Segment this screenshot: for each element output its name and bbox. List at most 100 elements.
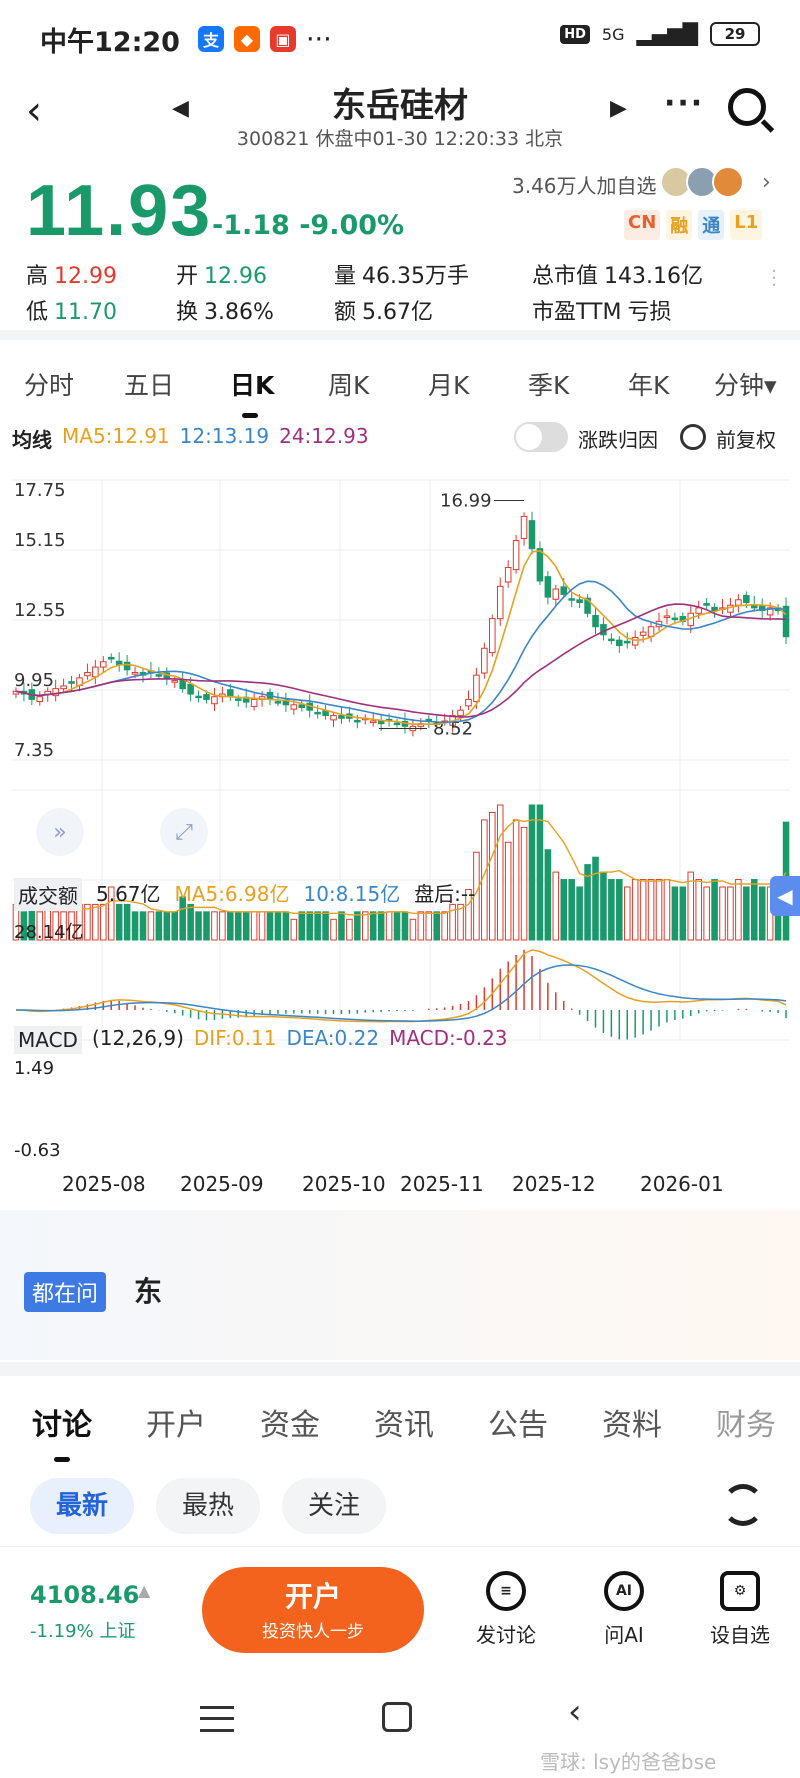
fast-forward-icon[interactable]: » — [36, 808, 84, 856]
title-bar: 东岳硅材 300821 休盘中01-30 12:20:33 北京 ‹ ◀ ▶ ·… — [0, 78, 800, 158]
volume-bar — [60, 911, 67, 941]
add-watchlist-button[interactable]: ⚙ 设自选 — [700, 1571, 780, 1648]
back-arrow-icon[interactable]: ‹ — [26, 88, 42, 134]
volume-bar — [647, 879, 655, 941]
volume-bar — [20, 911, 28, 941]
tab-discussion[interactable]: 讨论 — [32, 1400, 92, 1462]
macd-dif-line — [15, 949, 787, 1023]
tab-intraday[interactable]: 分时 — [24, 371, 75, 400]
candle-body — [560, 586, 568, 595]
tab-open-account[interactable]: 开户 — [146, 1408, 206, 1443]
volume-legend: 成交额 5.67亿 MA5:6.98亿 10:8.15亿 盘后:-- — [14, 878, 475, 911]
expand-panel-icon[interactable]: ◀ — [770, 876, 800, 916]
previous-stock-icon[interactable]: ◀ — [172, 96, 189, 121]
tab-monthly-k[interactable]: 月K — [428, 371, 470, 400]
candle-body — [195, 695, 202, 699]
tag-connect[interactable]: 通 — [698, 210, 725, 240]
follower-avatars[interactable] — [660, 166, 744, 198]
macd-legend: MACD (12,26,9) DIF:0.11 DEA:0.22 MACD:-0… — [14, 1026, 508, 1054]
menu-icon[interactable] — [200, 1706, 234, 1732]
candle-body — [250, 698, 258, 707]
ai-icon: AI — [604, 1571, 644, 1611]
candle-body — [504, 567, 512, 583]
attribution-toggle[interactable] — [514, 422, 568, 452]
volume-bar — [290, 918, 298, 941]
candle-body — [314, 711, 321, 715]
index-value[interactable]: 4108.46 — [30, 1581, 140, 1609]
volume-bar — [568, 879, 575, 941]
settings-icon[interactable] — [680, 424, 706, 450]
tab-weekly-k[interactable]: 周K — [328, 371, 370, 400]
candle-body — [68, 681, 75, 684]
high-stat: 高 12.99 — [26, 264, 117, 289]
volume-bar — [552, 871, 560, 941]
tab-news[interactable]: 资讯 — [374, 1408, 434, 1443]
volume-bar — [719, 886, 726, 941]
tab-minute-dropdown[interactable]: 分钟▾ — [714, 371, 777, 400]
post-discussion-button[interactable]: ≡ 发讨论 — [466, 1571, 546, 1648]
candle-body — [12, 690, 20, 695]
open-account-button[interactable]: 开户 投资快人一步 — [202, 1567, 424, 1653]
candle-body — [695, 607, 702, 614]
tag-margin[interactable]: 融 — [666, 210, 693, 240]
filter-following[interactable]: 关注 — [282, 1478, 387, 1534]
back-icon[interactable]: ‹ — [568, 1692, 582, 1732]
candle-body — [100, 661, 107, 668]
volume-bar — [631, 879, 639, 941]
followers-count[interactable]: 3.46万人加自选 — [512, 174, 657, 198]
volume-bar — [346, 918, 353, 941]
adjust-label[interactable]: 前复权 — [716, 428, 776, 452]
home-icon[interactable] — [382, 1702, 412, 1732]
volume-bar — [306, 911, 313, 941]
tab-profile[interactable]: 资料 — [602, 1408, 662, 1443]
candle-body — [227, 689, 234, 698]
volume-bar — [250, 911, 258, 941]
low-stat: 低 11.70 — [26, 300, 117, 325]
candle-body — [290, 704, 298, 710]
ask-question[interactable]: 东 — [134, 1275, 163, 1308]
tab-daily-k[interactable]: 日K — [230, 366, 274, 418]
tab-quarterly-k[interactable]: 季K — [528, 371, 570, 400]
candle-body — [115, 660, 123, 665]
stock-tags: CN 融 通 L1 — [624, 210, 763, 240]
volume-bar — [274, 911, 282, 941]
tag-l1[interactable]: L1 — [730, 210, 763, 240]
volume-bar — [623, 886, 631, 941]
tab-announcements[interactable]: 公告 — [488, 1408, 548, 1443]
volume-bar — [131, 911, 139, 941]
tag-cn[interactable]: CN — [624, 210, 661, 240]
search-icon[interactable] — [728, 88, 766, 126]
tab-funds[interactable]: 资金 — [260, 1408, 320, 1443]
volume-bar — [107, 886, 115, 941]
next-stock-icon[interactable]: ▶ — [610, 96, 627, 121]
ask-ai-button[interactable]: AI 问AI — [584, 1571, 664, 1648]
candle-body — [520, 515, 528, 539]
candle-body — [544, 576, 552, 598]
index-change[interactable]: -1.19% 上证 — [30, 1621, 136, 1642]
battery-icon: 29 — [710, 22, 760, 46]
tab-yearly-k[interactable]: 年K — [628, 371, 670, 400]
candle-body — [211, 696, 218, 705]
expand-dots-icon[interactable]: ⋮ — [764, 265, 784, 289]
volume-bar — [544, 849, 552, 941]
chevron-right-icon[interactable]: › — [762, 170, 771, 195]
tab-financials[interactable]: 财务 — [716, 1408, 776, 1443]
volume-bar — [298, 911, 306, 941]
alipay-icon: 支 — [197, 26, 224, 52]
volume-bar — [687, 871, 695, 941]
tab-five-day[interactable]: 五日 — [124, 371, 175, 400]
more-icon[interactable]: ··· — [664, 86, 705, 121]
refresh-icon[interactable] — [722, 1484, 764, 1526]
volume-bar — [282, 911, 290, 941]
status-bar: 中午12:20 支 ◆ ▣ ··· HD 5G ▂▄▆█ 29 — [0, 0, 800, 78]
filter-hottest[interactable]: 最热 — [156, 1478, 261, 1534]
candle-body — [639, 631, 647, 636]
volume-bar — [139, 911, 147, 941]
volume-bar — [266, 911, 274, 941]
fullscreen-icon[interactable]: ⤢ — [160, 808, 208, 856]
ma5-line — [15, 549, 787, 725]
volume-bar — [330, 918, 337, 941]
stock-subtitle: 300821 休盘中01-30 12:20:33 北京 — [236, 128, 564, 150]
filter-latest[interactable]: 最新 — [30, 1478, 135, 1534]
